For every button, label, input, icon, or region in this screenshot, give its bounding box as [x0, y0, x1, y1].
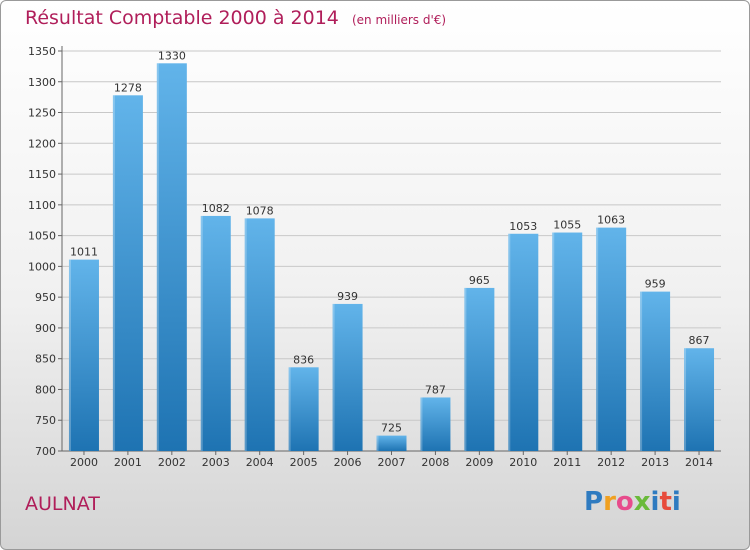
- value-label-2001: 1278: [114, 81, 142, 94]
- bar-highlight: [156, 63, 159, 452]
- x-tick-label-2001: 2001: [114, 456, 142, 469]
- bar-highlight: [376, 435, 379, 451]
- bar-2013: [640, 291, 671, 451]
- y-tick-label: 800: [35, 383, 56, 396]
- chart-subtitle: (en milliers d'€): [351, 13, 447, 27]
- value-labels: 1011 1278 1330 1082 1078 836 939 725 787 965 1053 1…: [70, 49, 710, 434]
- y-tick-label: 850: [35, 353, 56, 366]
- logo-letter: o: [615, 487, 634, 517]
- bar-highlight: [68, 259, 71, 451]
- x-tick-label-2000: 2000: [70, 456, 98, 469]
- bar-highlight: [596, 227, 599, 451]
- bar-highlight: [684, 348, 687, 451]
- value-label-2011: 1055: [553, 219, 581, 232]
- value-label-2007: 725: [381, 422, 402, 435]
- logo-letter: i: [671, 487, 681, 517]
- y-tick-label: 950: [35, 291, 56, 304]
- x-tick-label-2005: 2005: [290, 456, 318, 469]
- place-name: AULNAT: [25, 493, 100, 515]
- value-label-2003: 1082: [202, 202, 230, 215]
- value-label-2010: 1053: [509, 220, 537, 233]
- x-tick-label-2007: 2007: [378, 456, 406, 469]
- value-label-2002: 1330: [158, 49, 186, 62]
- x-tick-label-2008: 2008: [421, 456, 449, 469]
- bar-highlight: [464, 287, 467, 451]
- x-tick-label-2003: 2003: [202, 456, 230, 469]
- bar-highlight: [112, 95, 115, 452]
- y-tick-label: 1100: [28, 199, 56, 212]
- logo-letter: t: [659, 487, 672, 517]
- x-tick-labels: 2000 2001 2002 2003 2004 2005 2006 2007 2008 2009…: [70, 451, 713, 469]
- bar-highlight: [552, 232, 555, 451]
- y-tick-label: 1150: [28, 168, 56, 181]
- bar-highlight: [332, 303, 335, 451]
- logo-letter: i: [650, 487, 660, 517]
- logo-letter: P: [584, 487, 604, 517]
- value-label-2013: 959: [645, 278, 666, 291]
- bar-2002: [156, 63, 187, 452]
- bar-highlight: [200, 215, 203, 451]
- y-tick-labels: 700 750 800 850 900 950 1000 1050 1100 1150 1200 12…: [28, 45, 56, 458]
- x-tick-label-2002: 2002: [158, 456, 186, 469]
- bar-highlight: [508, 233, 511, 451]
- bar-2005: [288, 367, 319, 451]
- value-label-2005: 836: [293, 353, 314, 366]
- y-tick-label: 1300: [28, 76, 56, 89]
- bar-2006: [332, 303, 363, 451]
- value-label-2006: 939: [337, 290, 358, 303]
- bar-2009: [464, 287, 495, 451]
- bar-2012: [596, 227, 627, 451]
- y-tick-label: 1250: [28, 107, 56, 120]
- value-label-2009: 965: [469, 274, 490, 287]
- bar-2000: [68, 259, 99, 451]
- y-tick-label: 1200: [28, 137, 56, 150]
- chart-title: Résultat Comptable 2000 à 2014: [25, 7, 339, 29]
- y-tick-label: 1350: [28, 45, 56, 58]
- bar-2004: [244, 218, 275, 451]
- value-label-2012: 1063: [597, 214, 625, 227]
- logo-letter: x: [633, 487, 651, 517]
- y-tick-label: 1000: [28, 260, 56, 273]
- y-tick-label: 1050: [28, 230, 56, 243]
- title-row: Résultat Comptable 2000 à 2014 (en milli…: [25, 7, 446, 29]
- bar-2010: [508, 233, 539, 451]
- x-tick-label-2012: 2012: [597, 456, 625, 469]
- bar-highlight: [288, 367, 291, 451]
- bar-highlight: [420, 397, 423, 451]
- y-tick-label: 900: [35, 322, 56, 335]
- logo-letter: r: [603, 487, 616, 517]
- value-label-2004: 1078: [246, 204, 274, 217]
- y-tick-label: 750: [35, 414, 56, 427]
- x-tick-label-2010: 2010: [509, 456, 537, 469]
- bar-2003: [200, 215, 231, 451]
- value-label-2008: 787: [425, 383, 446, 396]
- value-label-2000: 1011: [70, 246, 98, 259]
- bar-highlight: [640, 291, 643, 451]
- bar-2011: [552, 232, 583, 451]
- y-tick-label: 700: [35, 445, 56, 458]
- x-tick-label-2004: 2004: [246, 456, 274, 469]
- bar-2008: [420, 397, 451, 451]
- x-tick-label-2011: 2011: [553, 456, 581, 469]
- x-tick-label-2009: 2009: [465, 456, 493, 469]
- x-tick-label-2014: 2014: [685, 456, 713, 469]
- bar-2001: [112, 95, 143, 452]
- x-tick-label-2013: 2013: [641, 456, 669, 469]
- proxiti-logo[interactable]: Proxiti: [584, 487, 681, 517]
- bars: [68, 63, 715, 452]
- x-tick-label-2006: 2006: [334, 456, 362, 469]
- bar-2007: [376, 435, 407, 451]
- bar-2014: [684, 348, 715, 451]
- value-label-2014: 867: [689, 334, 710, 347]
- bar-highlight: [244, 218, 247, 451]
